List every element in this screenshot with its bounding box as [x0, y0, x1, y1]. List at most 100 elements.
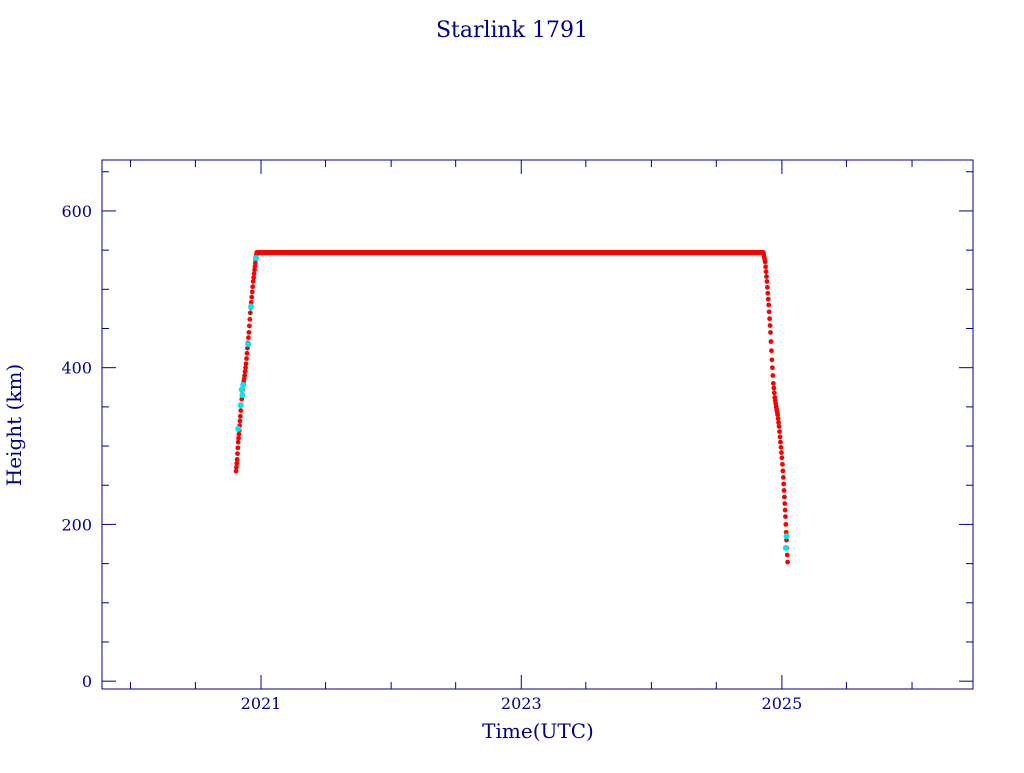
- data-point-marker: [768, 310, 771, 313]
- data-point: [776, 420, 781, 425]
- data-point: [781, 488, 787, 493]
- data-point: [244, 350, 250, 356]
- data-point-marker: [769, 331, 772, 334]
- data-point: [769, 348, 774, 354]
- data-point-alt: [245, 341, 252, 348]
- data-point-marker: [764, 260, 767, 263]
- data-point: [783, 522, 789, 527]
- data-points: [233, 250, 790, 565]
- y-tick-label: 600: [61, 202, 92, 221]
- chart-title: Starlink 1791: [436, 18, 588, 43]
- data-point: [238, 408, 244, 413]
- data-point-marker: [771, 358, 773, 361]
- data-point-marker: [236, 458, 239, 461]
- data-point-marker: [249, 311, 252, 314]
- data-point: [236, 431, 242, 437]
- data-point-alt: [782, 544, 789, 551]
- y-axis-ticks: 0 200 400 600: [61, 202, 973, 691]
- data-point: [777, 434, 783, 440]
- data-point: [247, 316, 253, 322]
- data-point: [775, 416, 781, 422]
- data-point: [234, 464, 239, 470]
- data-point-marker: [246, 347, 249, 349]
- data-point: [782, 501, 788, 506]
- data-point: [764, 284, 770, 290]
- data-point-marker: [247, 331, 250, 334]
- x-tick-label: 2025: [762, 694, 803, 713]
- data-point-marker: [243, 374, 246, 377]
- data-point: [250, 284, 256, 290]
- data-point: [771, 385, 777, 391]
- data-point: [767, 316, 772, 322]
- data-point-marker: [785, 539, 788, 541]
- data-point-marker: [245, 362, 247, 365]
- data-point-alt: [235, 425, 242, 432]
- y-tick-label: 200: [61, 515, 92, 534]
- data-point-marker: [766, 292, 769, 295]
- data-point: [782, 507, 788, 513]
- data-point-marker: [781, 456, 783, 459]
- data-point: [248, 299, 254, 305]
- data-point: [767, 323, 773, 328]
- data-point-alt: [239, 392, 246, 399]
- y-tick-label: 0: [82, 672, 92, 691]
- data-point: [763, 269, 769, 275]
- data-point: [242, 369, 248, 374]
- data-point: [237, 418, 243, 424]
- data-point-marker: [776, 413, 779, 416]
- data-point-marker: [235, 470, 237, 473]
- data-point-marker: [239, 415, 242, 418]
- x-axis-ticks: 2021 2023 2025: [241, 160, 803, 713]
- data-point-marker: [765, 275, 768, 278]
- data-point: [246, 335, 251, 341]
- data-point: [244, 356, 249, 361]
- data-point: [771, 390, 777, 396]
- data-point-alt: [237, 402, 244, 409]
- data-point: [778, 444, 784, 450]
- data-point: [768, 339, 774, 344]
- data-point: [784, 552, 790, 558]
- x-tick-label: 2021: [241, 694, 282, 713]
- data-point: [779, 450, 784, 455]
- data-point-marker: [237, 441, 240, 444]
- data-point-marker: [779, 441, 782, 444]
- data-point: [246, 323, 252, 329]
- data-point: [236, 435, 241, 441]
- data-point: [251, 271, 257, 277]
- data-point-alt: [240, 381, 247, 388]
- data-point: [764, 279, 770, 284]
- data-point: [770, 373, 776, 378]
- data-point-marker: [782, 476, 785, 479]
- data-point-marker: [250, 296, 253, 299]
- data-point-marker: [253, 268, 256, 271]
- data-point-alt: [238, 386, 245, 393]
- data-point-marker: [778, 425, 780, 428]
- data-point: [243, 365, 248, 371]
- data-point-marker: [784, 515, 787, 518]
- data-point: [766, 302, 772, 308]
- data-point-marker: [786, 561, 789, 563]
- data-point: [249, 289, 255, 295]
- data-point: [763, 264, 768, 270]
- y-axis-minor-ticks: [102, 171, 973, 643]
- x-axis-minor-ticks: [130, 160, 913, 689]
- data-point: [251, 275, 257, 280]
- data-point-alt: [783, 533, 790, 540]
- data-point-alt: [253, 254, 260, 261]
- data-point: [235, 451, 240, 457]
- data-point-alt: [248, 303, 255, 310]
- data-point-marker: [252, 280, 255, 283]
- data-point: [779, 461, 785, 467]
- y-axis-label: Height (km): [2, 364, 26, 486]
- data-point-marker: [773, 396, 776, 399]
- data-point: [777, 429, 782, 435]
- data-point-marker: [772, 382, 775, 385]
- x-axis-label: Time(UTC): [482, 719, 594, 743]
- plot-frame: [101, 159, 974, 690]
- data-point: [235, 445, 241, 451]
- data-point: [765, 296, 771, 302]
- data-point: [769, 365, 775, 371]
- data-point: [780, 468, 786, 474]
